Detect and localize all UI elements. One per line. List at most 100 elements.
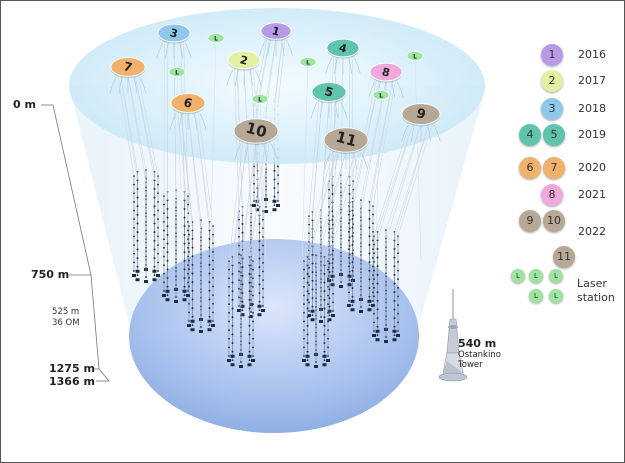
optical-module: [250, 311, 252, 313]
optical-module: [166, 259, 169, 262]
optical-module: [188, 320, 190, 322]
optical-module: [136, 265, 139, 268]
optical-module: [240, 361, 242, 363]
optical-module: [397, 295, 399, 298]
optical-module: [372, 265, 374, 268]
optical-module: [248, 359, 251, 362]
optical-module: [175, 296, 177, 298]
optical-module: [348, 193, 351, 195]
optical-module: [348, 213, 350, 216]
optical-module: [228, 346, 230, 349]
optical-module: [328, 288, 331, 291]
surface-cable: [240, 141, 257, 256]
legend-badge-10: 10: [543, 210, 565, 232]
optical-module: [376, 274, 379, 276]
surface-cable: [234, 67, 240, 212]
optical-module: [191, 307, 194, 310]
cable-tree: [249, 69, 253, 86]
legend-badge-1: 1: [541, 44, 563, 66]
optical-module: [238, 236, 240, 238]
optical-module: [248, 281, 251, 284]
optical-module: [373, 252, 375, 255]
cluster-length: 525 m: [52, 307, 80, 317]
optical-module: [208, 238, 211, 240]
optical-module: [368, 218, 371, 220]
optical-module: [327, 286, 329, 288]
optical-module: [187, 246, 189, 249]
string-anchor: [135, 278, 140, 282]
optical-module: [323, 359, 326, 362]
optical-module: [228, 277, 230, 280]
optical-module: [187, 203, 189, 206]
laser-station-badge: [207, 33, 225, 43]
optical-module: [311, 279, 314, 282]
surface-cable: [180, 40, 185, 192]
cable-tree: [271, 144, 278, 161]
string-anchor: [347, 274, 352, 278]
optical-module: [188, 242, 190, 245]
surface-cable: [377, 123, 414, 241]
optical-module: [188, 233, 190, 236]
cable-tree: [348, 57, 352, 74]
optical-module: [323, 307, 326, 310]
surface-cable: [329, 100, 337, 212]
optical-module: [241, 223, 244, 225]
legend-laser-badge: L: [529, 289, 543, 303]
optical-module: [212, 233, 214, 236]
surface-cable: [277, 38, 286, 107]
surface-cable: [385, 123, 422, 231]
optical-module: [258, 257, 261, 260]
legend-badge-6: 6: [519, 157, 541, 179]
optical-module: [368, 295, 371, 298]
optical-module: [183, 268, 186, 271]
optical-module: [252, 346, 254, 349]
optical-module: [187, 229, 189, 232]
optical-module: [376, 299, 379, 302]
legend-badge-5: 5: [543, 124, 565, 146]
optical-module: [373, 295, 375, 298]
laser-station-badge: [168, 67, 186, 77]
optical-module: [320, 316, 322, 318]
optical-module: [373, 330, 375, 332]
cable-tree: [286, 39, 293, 57]
cluster-length-note: 525 m 36 OM: [52, 307, 80, 329]
optical-module: [311, 314, 314, 317]
optical-module: [372, 300, 374, 302]
optical-module: [303, 311, 305, 314]
optical-module: [166, 234, 169, 236]
string-anchor: [314, 365, 318, 368]
depth-scale-lines: [41, 104, 110, 382]
optical-module: [153, 231, 156, 234]
optical-module: [373, 286, 375, 289]
optical-module: [328, 262, 331, 265]
optical-module: [351, 278, 354, 281]
cable-tree: [244, 144, 249, 161]
optical-module: [238, 305, 240, 307]
optical-module: [351, 218, 354, 220]
string-anchor: [207, 328, 212, 332]
surface-cable: [249, 141, 266, 257]
optical-module: [163, 212, 165, 215]
cable-tree: [361, 153, 368, 170]
optical-module: [212, 311, 214, 314]
optical-module: [393, 317, 396, 320]
cluster-badge-label: 1: [270, 24, 281, 39]
string-anchor: [152, 278, 157, 282]
surface-cable: [274, 38, 283, 102]
optical-module: [133, 201, 135, 203]
string-anchor: [347, 283, 352, 287]
cable-tree: [280, 39, 285, 57]
optical-module: [166, 251, 169, 254]
optical-module: [157, 226, 159, 229]
optical-module: [351, 235, 354, 238]
string-anchor: [319, 320, 323, 323]
cable-tree: [319, 102, 324, 119]
string-anchor: [257, 304, 262, 308]
string-anchor: [367, 308, 372, 312]
cluster-badge-7: [110, 57, 146, 77]
depth-label-surface: 0 m: [13, 98, 36, 111]
optical-module: [327, 268, 329, 271]
optical-module: [248, 273, 251, 275]
string-anchor: [165, 289, 170, 293]
optical-module: [157, 244, 159, 246]
